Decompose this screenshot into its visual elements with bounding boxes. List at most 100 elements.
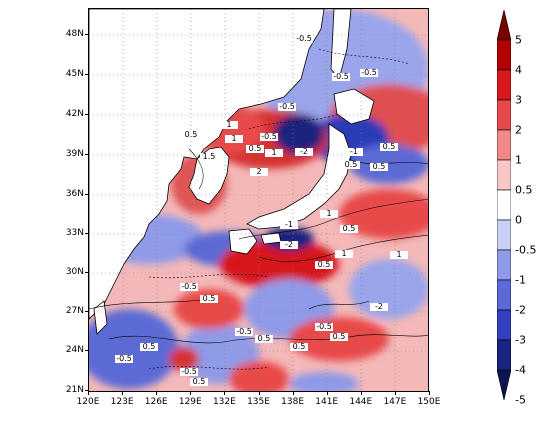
sakhalin-island: [330, 9, 352, 80]
contour-label: 0.5: [143, 342, 156, 351]
latitude-label: 42N: [65, 109, 84, 119]
latitude-tick: [85, 194, 89, 195]
contour-label: -1: [350, 147, 358, 156]
contour-label: -1: [285, 220, 293, 229]
contour-label-bg: [246, 145, 264, 153]
contour-label: 0.5: [345, 160, 358, 169]
latitude-label: 33N: [65, 228, 84, 238]
longitude-label: 150E: [417, 397, 441, 407]
contour-label-bg: [342, 161, 360, 169]
longitude-tick: [224, 391, 226, 395]
colorbar-label: 4: [515, 63, 522, 77]
contour-label-bg: [330, 333, 348, 341]
contour-label-bg: [370, 163, 388, 171]
longitude-label: 123E: [110, 397, 134, 407]
latitude-label: 45N: [65, 69, 84, 79]
anomaly-patch: [274, 114, 324, 154]
kyushu-island: [228, 228, 258, 255]
contour-line: [148, 365, 270, 370]
contour-lines: [89, 48, 428, 370]
longitude-label: 132E: [212, 397, 236, 407]
contour-label: -0.5: [181, 282, 197, 291]
contour-label-bg: [280, 241, 298, 249]
contour-label-bg: [180, 283, 198, 291]
contour-label-bg: [255, 335, 273, 343]
anomaly-patch: [289, 372, 359, 391]
contour-label-bg: [380, 143, 398, 151]
contour-line: [148, 273, 270, 279]
colorbar-label: 0: [515, 213, 522, 227]
contour-label: 1: [326, 209, 331, 218]
colorbar-segment: [497, 159, 511, 191]
colorbar-label: 5: [515, 33, 522, 47]
contour-label-bg: [315, 323, 333, 331]
anomaly-patch: [349, 259, 428, 319]
colorbar-segment: [497, 219, 511, 251]
latitude-label: 27N: [65, 306, 84, 316]
contour-label: 1: [226, 120, 231, 129]
contour-label: -0.5: [236, 327, 252, 336]
latitude-label: 39N: [65, 149, 84, 159]
contour-label: 1: [271, 148, 276, 157]
longitude-label: 120E: [76, 397, 100, 407]
anomaly-patch: [174, 289, 244, 329]
contour-label-bg: [200, 295, 218, 303]
contour-label-bg: [115, 355, 133, 363]
contour-line: [108, 334, 428, 344]
contour-line: [308, 300, 370, 310]
contour-label: 0.5: [249, 144, 262, 153]
contour-label: -2: [375, 302, 383, 311]
contour-label-bg: [182, 131, 200, 139]
contour-label: 0.5: [333, 332, 346, 341]
colorbar-segment: [497, 69, 511, 101]
latitude-label: 24N: [65, 345, 84, 355]
colorbar-label: 0.5: [515, 183, 533, 197]
longitude-label: 126E: [144, 397, 168, 407]
contour-label-bg: [280, 221, 298, 229]
contour-label: 1: [231, 134, 236, 143]
contour-label: -0.5: [296, 34, 312, 43]
contour-label-bg: [190, 378, 208, 386]
contour-label-bg: [235, 328, 253, 336]
latitude-tick: [85, 114, 89, 115]
contour-label: 0.5: [343, 224, 356, 233]
latitude-label: 30N: [65, 267, 84, 277]
longitude-tick: [326, 391, 328, 395]
contour-label-bg: [315, 261, 333, 269]
colorbar-segment: [497, 339, 511, 371]
anomaly-patch: [349, 144, 428, 184]
anomaly-patch: [89, 309, 179, 389]
contour-label: 0.5: [373, 162, 386, 171]
latitude-label: 21N: [65, 385, 84, 395]
colorbar-segment: [497, 369, 511, 400]
taiwan-island: [93, 300, 108, 335]
contour-label-bg: [140, 343, 158, 351]
colorbar-segment: [497, 249, 511, 281]
longitude-label: 135E: [247, 397, 270, 407]
contour-label-bg: [225, 135, 243, 143]
contour-label: -0.5: [279, 102, 295, 111]
longitude-tick: [429, 391, 430, 395]
colorbar-label: -2: [515, 303, 526, 317]
contour-label-bg: [390, 251, 408, 259]
contour-label-bg: [180, 368, 198, 376]
contour-label-bg: [250, 168, 268, 176]
contour-label: 0.5: [258, 334, 271, 343]
contour-label-bg: [332, 73, 350, 81]
contour-label: 1.5: [203, 152, 216, 161]
contour-line: [258, 234, 428, 262]
anomaly-patch: [229, 361, 289, 391]
colorbar-label: 3: [515, 93, 522, 107]
colorbar-segment: [497, 10, 511, 41]
longitude-label: 141E: [315, 397, 339, 407]
contour-label-bg: [260, 133, 278, 141]
longitude-label: 147E: [383, 397, 407, 407]
contour-label: 1: [341, 249, 346, 258]
longitude-tick: [292, 391, 294, 395]
contour-label: 1: [396, 250, 401, 259]
contour-label: -2: [285, 240, 293, 249]
contour-line: [238, 198, 428, 240]
latitude-tick: [85, 272, 89, 273]
